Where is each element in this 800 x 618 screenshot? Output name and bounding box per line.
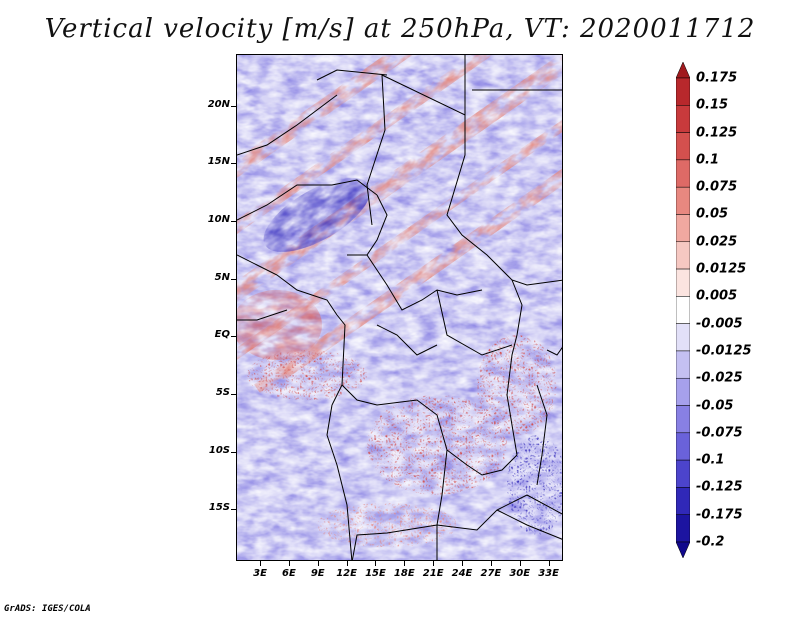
lon-tick-mark (317, 561, 319, 566)
colorbar-segment (676, 350, 690, 379)
colorbar-segment (676, 77, 690, 106)
map-title: Vertical velocity [m/s] at 250hPa, VT: 2… (44, 14, 756, 44)
colorbar-label: -0.025 (696, 370, 743, 386)
lat-tick-mark (231, 278, 236, 280)
colorbar-label: -0.125 (696, 479, 743, 495)
colorbar-label: -0.005 (696, 316, 743, 332)
lon-tick-mark (548, 561, 550, 566)
lat-tick-mark (231, 336, 236, 338)
lon-tick-label: 27E (480, 568, 502, 579)
colorbar-label: -0.175 (696, 507, 743, 523)
lat-tick-label: 5N (214, 271, 230, 283)
lon-tick-label: 30E (509, 568, 531, 579)
colorbar-top-arrow (676, 62, 690, 79)
lon-tick-label: 9E (310, 568, 325, 579)
lat-tick-label: 15S (208, 502, 230, 514)
country-borders (237, 55, 562, 560)
lon-tick-label: 15E (365, 568, 386, 579)
lon-tick-label: 21E (422, 568, 444, 579)
colorbar-segment (676, 159, 690, 188)
lon-tick-label: 24E (451, 568, 473, 579)
colorbar-segment (676, 459, 690, 488)
colorbar-label: 0.175 (696, 70, 738, 86)
colorbar-label: 0.025 (696, 234, 738, 250)
colorbar-segment (676, 323, 690, 352)
colorbar-label: 0.005 (696, 288, 738, 304)
lat-tick-label: EQ (214, 329, 230, 341)
colorbar-segment (676, 514, 690, 543)
colorbar-segment (676, 214, 690, 243)
colorbar-segment (676, 241, 690, 270)
colorbar-label: 0.125 (696, 125, 738, 141)
grads-credit: GrADS: IGES/COLA (4, 604, 91, 614)
colorbar-label: -0.05 (696, 398, 734, 414)
colorbar-label: 0.0125 (696, 261, 747, 277)
colorbar-segment (676, 405, 690, 434)
lat-tick-mark (231, 221, 236, 223)
colorbar-segment (676, 487, 690, 515)
colorbar-label: -0.075 (696, 425, 743, 441)
lat-tick-label: 5S (215, 386, 230, 398)
colorbar-segment (676, 296, 690, 324)
colorbar-label: 0.05 (696, 206, 729, 222)
map-panel (236, 54, 563, 561)
colorbar-segment (676, 377, 690, 406)
lon-tick-mark (404, 561, 406, 566)
lon-tick-mark (433, 561, 435, 566)
colorbar-segment (676, 186, 690, 215)
lat-tick-label: 10N (207, 214, 230, 226)
colorbar (676, 62, 690, 558)
colorbar-label: -0.1 (696, 452, 725, 468)
velocity-field-map (237, 55, 562, 560)
colorbar-label: 0.1 (696, 152, 720, 168)
colorbar-label: 0.15 (696, 97, 729, 113)
colorbar-label: -0.0125 (696, 343, 752, 359)
lon-tick-mark (490, 561, 492, 566)
lat-tick-mark (231, 163, 236, 165)
lat-tick-label: 10S (208, 444, 230, 456)
lon-tick-mark (260, 561, 262, 566)
colorbar-segment (676, 132, 690, 161)
lat-tick-label: 20N (207, 98, 230, 110)
lat-tick-mark (231, 509, 236, 511)
colorbar-bottom-arrow (676, 541, 690, 558)
lon-tick-mark (288, 561, 290, 566)
lon-tick-label: 6E (281, 568, 296, 579)
colorbar-segment (676, 268, 690, 297)
colorbar-label: -0.2 (696, 534, 725, 550)
colorbar-segment (676, 105, 690, 133)
lon-tick-mark (462, 561, 463, 566)
lat-tick-mark (231, 393, 236, 395)
lon-tick-mark (346, 561, 348, 566)
colorbar-label: 0.075 (696, 179, 738, 195)
lat-tick-label: 15N (207, 156, 230, 168)
lon-tick-label: 12E (336, 568, 357, 579)
lat-tick-mark (231, 451, 236, 453)
lon-tick-label: 18E (393, 568, 415, 579)
lon-tick-label: 3E (253, 568, 267, 579)
lon-tick-label: 33E (538, 568, 559, 579)
lon-tick-mark (375, 561, 377, 566)
colorbar-segment (676, 432, 690, 461)
lat-tick-mark (231, 105, 236, 107)
lon-tick-mark (519, 561, 521, 566)
